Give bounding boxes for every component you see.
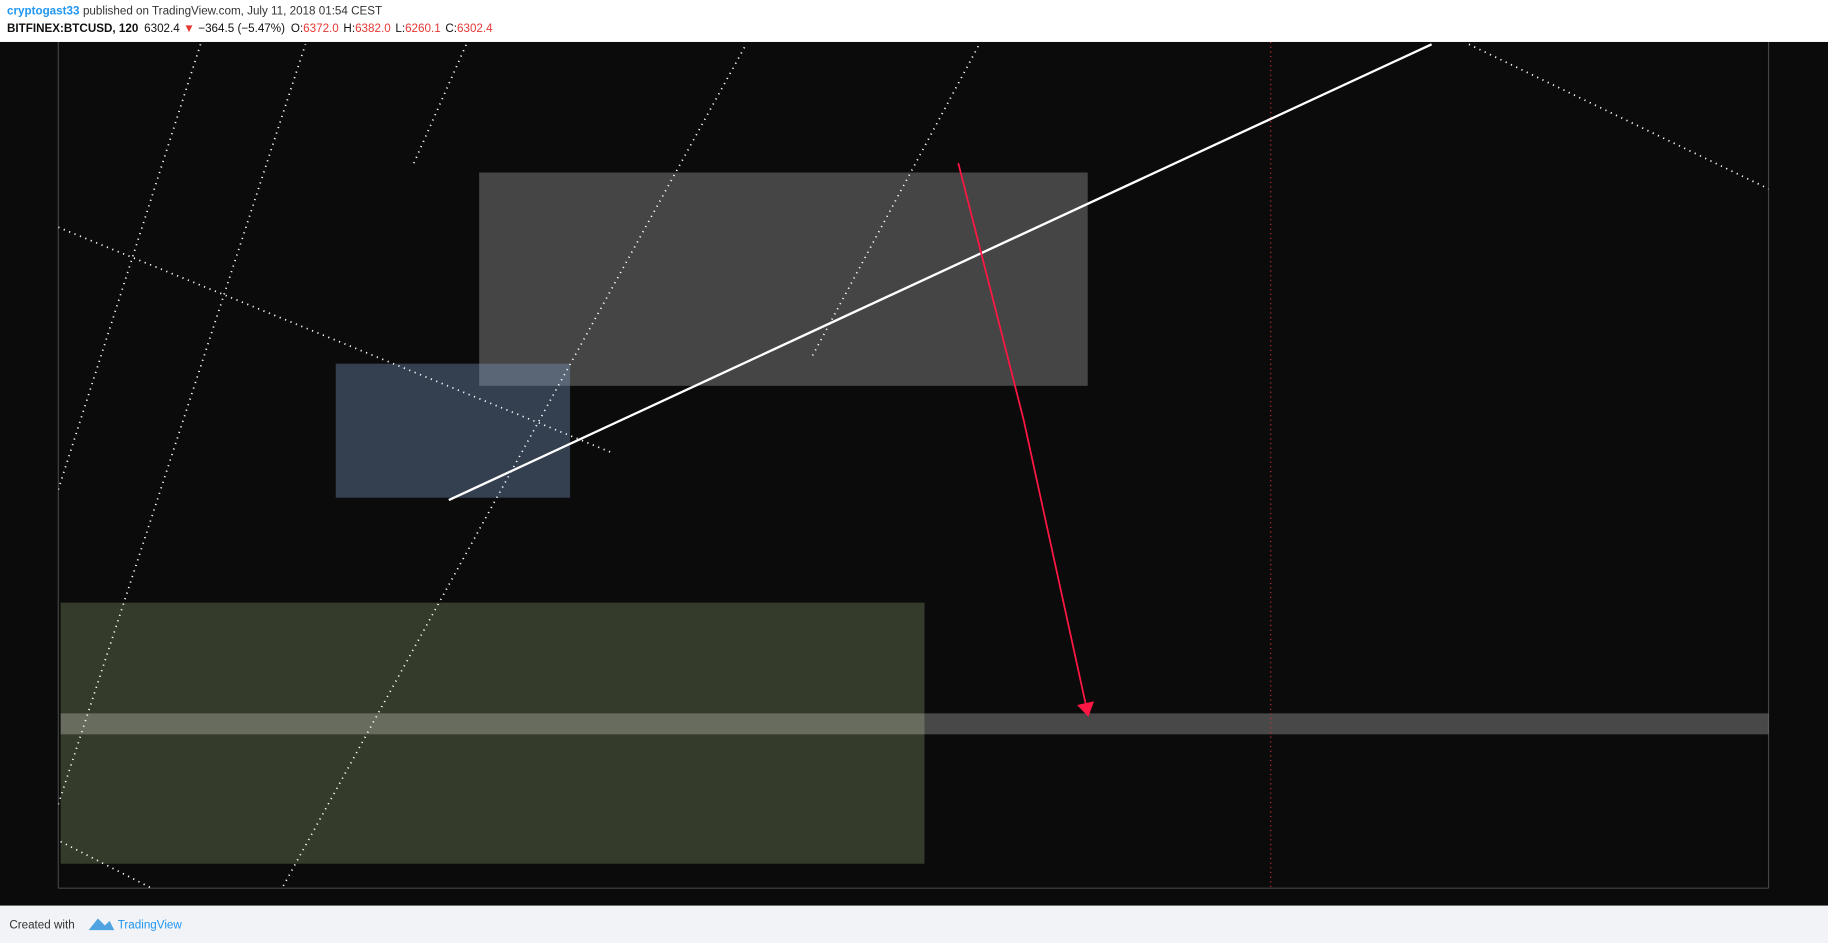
chart-bg — [0, 41, 1828, 906]
footer-created: Created with — [9, 919, 74, 932]
change: −364.5 (−5.47%) — [198, 22, 285, 35]
c-value: 6302.4 — [457, 22, 493, 35]
symbol: BITFINEX:BTCUSD, 120 — [7, 22, 138, 35]
h-label: H: — [343, 22, 355, 35]
header-bg — [0, 0, 1828, 42]
author-link[interactable]: cryptogast33 — [7, 5, 80, 18]
l-label: L: — [395, 22, 405, 35]
zone-box — [60, 602, 925, 864]
o-label: O: — [291, 22, 303, 35]
range-box — [335, 363, 571, 498]
target-band — [60, 713, 1769, 735]
h-value: 6382.0 — [355, 22, 391, 35]
footer-brand[interactable]: TradingView — [118, 919, 183, 932]
projection — [957, 162, 1095, 717]
channel-line — [811, 43, 981, 356]
last: 6302.4 — [144, 22, 180, 35]
projection-arrow — [957, 162, 1095, 717]
brand-logo — [88, 918, 115, 931]
range-box — [479, 172, 1088, 386]
down-arrow: ▼ — [183, 22, 195, 35]
published: published on TradingView.com, July 11, 2… — [83, 5, 382, 18]
channel-line — [413, 43, 468, 164]
header-line2: BITFINEX:BTCUSD, 120 6302.4 ▼ −364.5 (−5.47… — [7, 22, 493, 35]
l-value: 6260.1 — [405, 22, 441, 35]
footer-bg — [0, 905, 1828, 943]
support-line — [448, 43, 1433, 502]
drawings — [58, 41, 1769, 889]
o-value: 6372.0 — [303, 22, 339, 35]
header-line1: cryptogast33 published on TradingView.com… — [7, 5, 382, 18]
channel-line — [58, 44, 202, 490]
c-label: C: — [445, 22, 457, 35]
trend-line — [58, 226, 612, 454]
